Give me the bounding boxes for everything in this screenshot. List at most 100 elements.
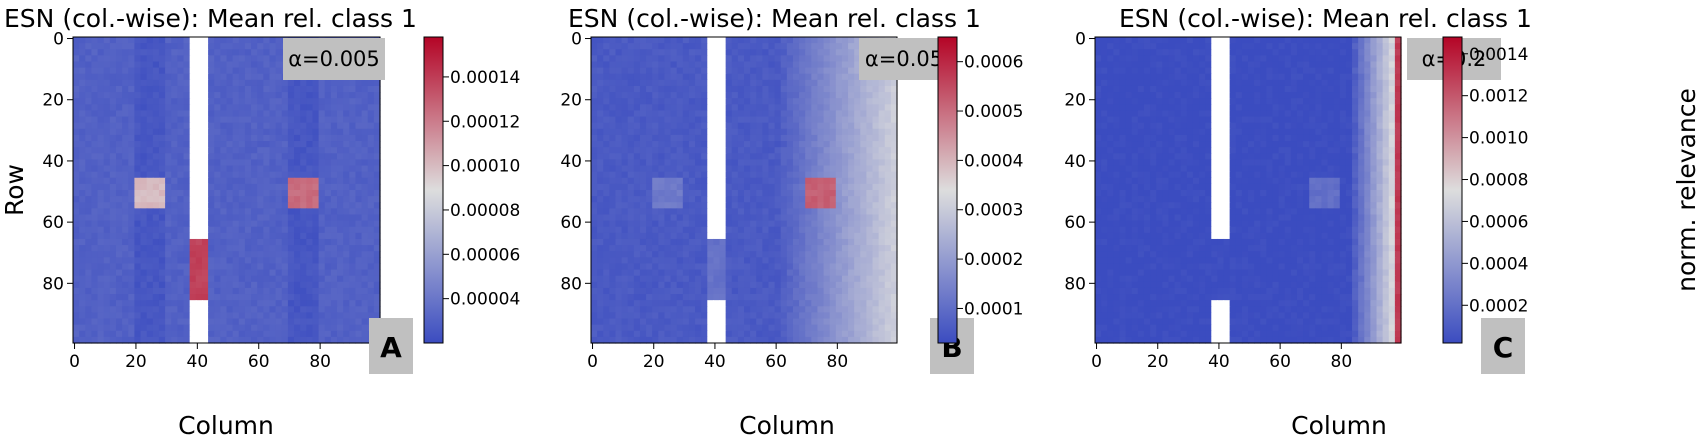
heatmap-cell xyxy=(768,73,776,81)
heatmap-cell xyxy=(621,312,629,320)
heatmap-cell xyxy=(244,220,252,228)
heatmap-cell xyxy=(201,67,209,75)
heatmap-cell xyxy=(171,324,178,332)
heatmap-cell xyxy=(756,37,763,44)
heatmap-cell xyxy=(275,116,283,124)
heatmap-cell xyxy=(737,98,745,105)
heatmap-cell xyxy=(91,281,99,289)
heatmap-cell xyxy=(152,245,160,252)
heatmap-cell xyxy=(695,147,702,154)
heatmap-cell xyxy=(226,269,234,277)
heatmap-cell xyxy=(189,165,197,173)
heatmap-cell xyxy=(811,116,819,124)
heatmap-cell xyxy=(312,128,320,136)
heatmap-cell xyxy=(811,275,819,283)
heatmap-cell xyxy=(591,104,598,112)
heatmap-cell xyxy=(848,300,855,307)
heatmap-cell xyxy=(183,226,191,234)
heatmap-cell xyxy=(799,67,806,75)
heatmap-cell xyxy=(361,165,369,173)
heatmap-cell xyxy=(707,281,714,289)
heatmap-cell xyxy=(639,294,647,301)
heatmap-cell xyxy=(817,324,825,332)
heatmap-cell xyxy=(725,43,733,50)
heatmap-cell xyxy=(330,116,338,124)
heatmap-cell xyxy=(725,318,733,326)
heatmap-cell xyxy=(658,67,666,75)
heatmap-cell xyxy=(652,324,659,332)
heatmap-cell xyxy=(774,122,782,130)
heatmap-cell xyxy=(343,281,350,289)
heatmap-cell xyxy=(823,220,831,228)
heatmap-cell xyxy=(349,110,357,118)
heatmap-cell xyxy=(725,85,733,93)
heatmap-cell xyxy=(750,55,757,63)
heatmap-cell xyxy=(639,104,647,112)
heatmap-cell xyxy=(854,312,861,320)
heatmap-cell xyxy=(158,153,166,160)
heatmap-cell xyxy=(195,238,203,246)
heatmap-cell xyxy=(361,122,369,130)
heatmap-cell xyxy=(73,251,80,258)
heatmap-cell xyxy=(109,116,117,124)
heatmap-cell xyxy=(91,202,99,209)
heatmap-cell xyxy=(134,110,142,118)
heatmap-cell xyxy=(884,269,892,277)
heatmap-cell xyxy=(263,257,271,265)
heatmap-cell xyxy=(762,183,770,191)
heatmap-cell xyxy=(195,85,203,93)
heatmap-cell xyxy=(768,159,776,167)
heatmap-cell xyxy=(232,245,240,252)
heatmap-cell xyxy=(220,183,228,191)
heatmap-cell xyxy=(238,92,246,99)
heatmap-cell xyxy=(811,171,819,179)
heatmap-cell xyxy=(841,281,849,289)
heatmap-cell xyxy=(786,294,794,301)
heatmap-cell xyxy=(318,190,326,197)
heatmap-cell xyxy=(109,55,117,63)
heatmap-cell xyxy=(652,67,659,75)
heatmap-cell xyxy=(646,55,653,63)
heatmap-cell xyxy=(244,275,252,283)
heatmap-cell xyxy=(330,336,338,344)
heatmap-cell xyxy=(373,116,381,124)
heatmap-cell xyxy=(355,275,363,283)
heatmap-cell xyxy=(122,324,129,332)
heatmap-cell xyxy=(658,79,666,87)
heatmap-cell xyxy=(676,104,684,112)
heatmap-cell xyxy=(652,147,659,154)
heatmap-cell xyxy=(835,147,843,154)
heatmap-cell xyxy=(79,128,86,136)
heatmap-cell xyxy=(762,110,770,118)
heatmap-cell xyxy=(134,43,142,50)
heatmap-cell xyxy=(263,128,271,136)
heatmap-cell xyxy=(872,98,880,105)
heatmap-cell xyxy=(269,67,277,75)
heatmap-cell xyxy=(591,281,598,289)
heatmap-cell xyxy=(805,104,812,112)
heatmap-cell xyxy=(829,141,837,148)
heatmap-cell xyxy=(786,153,794,160)
heatmap-cell xyxy=(792,269,800,277)
x-tick-label: 0 xyxy=(69,352,80,372)
heatmap-cell xyxy=(312,263,320,271)
heatmap-cell xyxy=(201,263,209,271)
heatmap-cell xyxy=(725,269,733,277)
heatmap-cell xyxy=(731,226,739,234)
heatmap-cell xyxy=(343,238,350,246)
heatmap-cell xyxy=(189,92,197,99)
heatmap-cell xyxy=(171,257,178,265)
heatmap-cell xyxy=(652,49,659,56)
heatmap-cell xyxy=(269,263,277,271)
heatmap-cell xyxy=(134,336,142,344)
heatmap-cell xyxy=(195,324,203,332)
heatmap-cell xyxy=(128,153,135,160)
heatmap-cell xyxy=(171,245,178,252)
heatmap-cell xyxy=(701,312,708,320)
heatmap-cell xyxy=(658,202,666,209)
heatmap-cell xyxy=(85,171,93,179)
heatmap-cell xyxy=(269,269,277,277)
heatmap-cell xyxy=(646,85,653,93)
heatmap-cell xyxy=(201,92,209,99)
heatmap-cell xyxy=(244,98,252,105)
